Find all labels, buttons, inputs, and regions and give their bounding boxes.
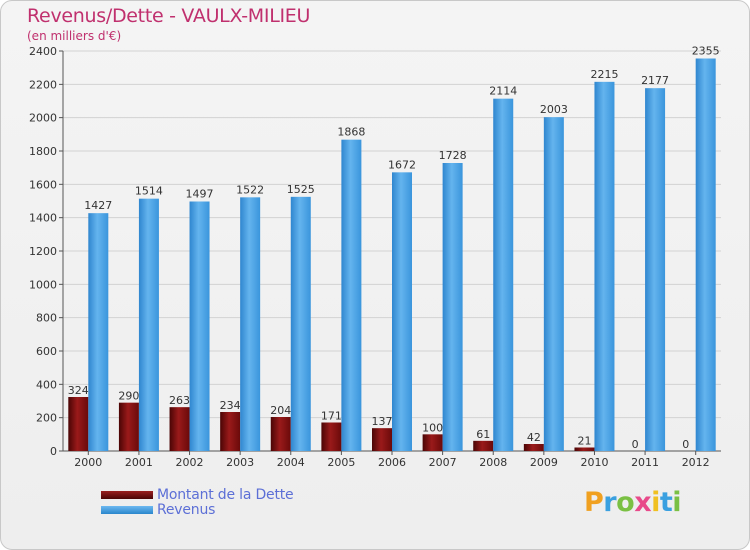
bar-revenue: [240, 197, 261, 451]
data-label-debt: 290: [118, 390, 139, 403]
logo-letter: i: [651, 487, 660, 518]
data-label-revenue: 1672: [388, 158, 416, 171]
data-label-debt: 324: [68, 384, 89, 397]
bar-debt: [574, 447, 595, 451]
legend-swatch-revenue: [101, 505, 153, 514]
data-label-revenue: 1728: [439, 149, 467, 162]
data-label-revenue: 2355: [692, 45, 720, 58]
data-label-revenue: 1522: [236, 183, 264, 196]
bar-revenue: [493, 98, 514, 452]
bar-revenue: [543, 117, 564, 452]
data-label-revenue: 2114: [489, 85, 517, 98]
x-tick-label: 2009: [530, 456, 558, 469]
legend-label-revenue: Revenus: [157, 501, 216, 518]
data-label-debt: 263: [169, 394, 190, 407]
logo-letter: t: [659, 487, 673, 518]
data-label-debt: 61: [476, 428, 490, 441]
bar-debt: [169, 407, 190, 451]
logo-letter: i: [672, 487, 682, 518]
data-label-revenue: 2177: [641, 74, 669, 87]
data-label-debt: 42: [527, 431, 541, 444]
x-tick-label: 2006: [378, 456, 406, 469]
legend-swatch-debt: [101, 490, 153, 499]
x-tick-label: 2012: [682, 456, 710, 469]
bar-revenue: [392, 172, 412, 452]
y-tick-label: 1400: [29, 212, 57, 225]
data-label-debt: 234: [220, 399, 241, 412]
y-tick-label: 1800: [29, 145, 57, 158]
legend-item-debt: Montant de la Dette: [101, 486, 294, 503]
bar-debt: [372, 428, 392, 451]
y-tick-label: 2200: [29, 78, 57, 91]
bar-debt: [270, 417, 291, 451]
x-tick-label: 2008: [479, 456, 507, 469]
bar-revenue: [189, 201, 210, 451]
logo-letter: r: [603, 487, 617, 518]
bar-revenue: [442, 163, 463, 451]
data-label-debt: 0: [632, 438, 639, 451]
bar-debt: [220, 412, 241, 451]
data-label-revenue: 1514: [135, 185, 163, 198]
bar-debt: [118, 402, 139, 451]
x-tick-label: 2011: [631, 456, 659, 469]
bar-revenue: [88, 213, 109, 451]
bar-debt: [422, 434, 443, 451]
x-tick-label: 2005: [327, 456, 355, 469]
proxiti-logo: Proxiti: [584, 487, 682, 518]
chart-title: Revenus/Dette - VAULX-MILIEU: [27, 5, 311, 27]
bar-debt: [473, 440, 494, 451]
data-label-debt: 204: [270, 404, 291, 417]
y-tick-label: 800: [36, 312, 57, 325]
y-tick-label: 0: [50, 445, 57, 458]
y-tick-label: 400: [36, 378, 57, 391]
bar-debt: [321, 422, 342, 451]
y-tick-label: 200: [36, 412, 57, 425]
legend-label-debt: Montant de la Dette: [157, 486, 294, 503]
y-tick-label: 600: [36, 345, 57, 358]
chart-subtitle: (en milliers d'€): [27, 29, 122, 43]
bar-revenue: [290, 196, 311, 451]
x-tick-label: 2001: [125, 456, 153, 469]
data-label-debt: 137: [372, 415, 393, 428]
data-label-revenue: 1868: [337, 126, 365, 139]
bar-revenue: [594, 81, 615, 451]
bar-revenue: [341, 139, 362, 451]
logo-letter: o: [616, 487, 635, 518]
legend: Montant de la Dette Revenus: [101, 486, 294, 518]
bar-debt: [68, 397, 89, 451]
x-tick-label: 2003: [226, 456, 254, 469]
bar-revenue: [695, 58, 716, 451]
bar-debt: [523, 444, 544, 451]
data-label-revenue: 1497: [186, 188, 214, 201]
y-tick-label: 1200: [29, 245, 57, 258]
logo-letter: P: [584, 487, 604, 518]
data-label-revenue: 2215: [590, 68, 618, 81]
data-label-debt: 21: [577, 435, 591, 448]
x-tick-label: 2000: [74, 456, 102, 469]
legend-item-revenue: Revenus: [101, 501, 293, 518]
bar-revenue: [645, 88, 666, 452]
data-label-revenue: 1525: [287, 183, 315, 196]
y-tick-label: 2000: [29, 112, 57, 125]
x-tick-label: 2002: [176, 456, 204, 469]
x-tick-label: 2010: [580, 456, 608, 469]
data-label-debt: 0: [682, 438, 689, 451]
bar-revenue: [138, 198, 159, 451]
data-label-debt: 100: [422, 421, 443, 434]
y-tick-label: 1600: [29, 178, 57, 191]
x-tick-label: 2007: [429, 456, 457, 469]
data-label-revenue: 2003: [540, 103, 568, 116]
data-label-debt: 171: [321, 410, 342, 423]
x-tick-label: 2004: [277, 456, 305, 469]
y-tick-label: 1000: [29, 278, 57, 291]
data-label-revenue: 1427: [84, 199, 112, 212]
logo-letter: x: [634, 487, 652, 518]
y-tick-label: 2400: [29, 45, 57, 58]
